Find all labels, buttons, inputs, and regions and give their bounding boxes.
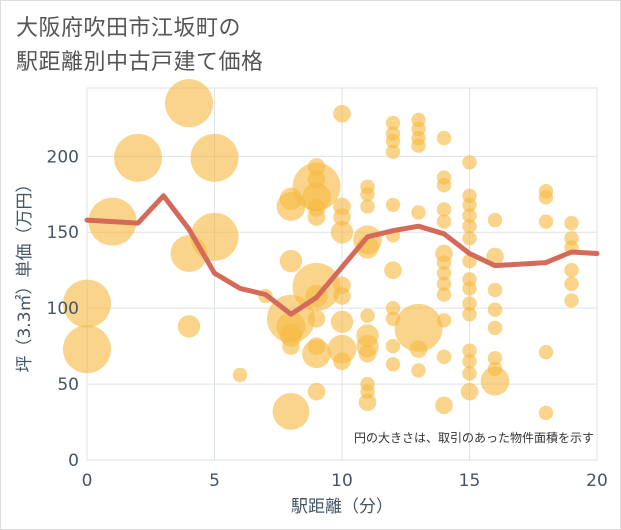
chart-title-line-2: 駅距離別中古戸建て価格 (16, 50, 264, 75)
bubble-point-77 (436, 255, 452, 270)
bubble-point-79 (436, 276, 452, 292)
y-tick-label-3: 150 (47, 223, 79, 243)
bubble-point-33 (333, 208, 351, 226)
bubble-point-8 (190, 212, 239, 261)
bubble-point-117 (564, 293, 579, 308)
bubble-point-36 (333, 287, 351, 305)
x-tick-label-1: 5 (209, 471, 220, 491)
bubble-point-13 (279, 249, 303, 273)
bubble-point-61 (385, 338, 401, 354)
y-tick-label-1: 50 (57, 375, 79, 395)
bubble-point-9 (232, 367, 248, 383)
bubble-point-87 (462, 208, 477, 223)
bubble-point-104 (487, 351, 503, 366)
x-tick-label-3: 15 (459, 471, 481, 491)
y-tick-label-4: 200 (47, 147, 79, 167)
y-tick-label-2: 100 (47, 299, 79, 319)
bubble-point-70 (411, 363, 426, 378)
bubble-point-106 (480, 366, 510, 396)
bubble-point-34 (330, 221, 354, 244)
bubble-point-82 (436, 349, 452, 364)
bubble-point-42 (360, 199, 375, 214)
bubble-point-67 (411, 205, 426, 220)
bubble-point-112 (564, 215, 579, 231)
bubble-point-94 (462, 307, 477, 322)
bubble-point-18 (272, 393, 310, 430)
bubble-point-115 (564, 263, 579, 278)
bubble-point-45 (360, 308, 375, 323)
bubble-point-84 (462, 155, 477, 170)
bubble-point-97 (462, 366, 477, 381)
bubble-point-66 (411, 138, 426, 153)
bubble-point-89 (462, 231, 477, 246)
bubble-point-102 (487, 302, 503, 317)
bubble-point-86 (462, 197, 477, 213)
bubble-point-108 (538, 190, 554, 205)
x-tick-label-2: 10 (331, 471, 353, 491)
bubble-point-93 (462, 296, 477, 311)
y-tick-labels: 0 50 100 150 200 (47, 147, 79, 471)
bubble-layer (63, 79, 579, 430)
bubble-point-109 (538, 214, 554, 229)
bubble-point-95 (462, 343, 477, 358)
bubble-point-51 (358, 393, 377, 412)
bubble-point-52 (385, 115, 401, 131)
bubble-point-68 (394, 303, 443, 352)
bubble-point-37 (330, 310, 354, 334)
x-tick-label-4: 20 (586, 471, 608, 491)
x-tick-label-0: 0 (82, 471, 93, 491)
y-axis-title: 坪（3.3㎡）単価（万円） (15, 175, 35, 372)
chart-title: 大阪府吹田市江坂町の 駅距離別中古戸建て価格 (16, 12, 264, 80)
bubble-point-73 (436, 177, 452, 193)
bubble-size-note: 円の大きさは、取引のあった物件面積を示す (354, 430, 594, 445)
bubble-point-24 (307, 208, 326, 226)
bubble-point-101 (487, 282, 503, 298)
bubble-point-62 (385, 357, 401, 372)
bubble-point-59 (385, 300, 401, 316)
bubble-point-78 (436, 266, 452, 281)
bubble-point-17 (282, 337, 300, 355)
bubble-point-71 (436, 130, 452, 146)
bubble-point-88 (462, 218, 477, 234)
bubble-point-74 (436, 202, 452, 217)
average-price-line (84, 193, 600, 317)
bubble-point-96 (462, 354, 477, 369)
bubble-point-81 (436, 313, 452, 328)
bubble-point-7 (190, 133, 239, 182)
bubble-point-29 (302, 339, 331, 369)
x-tick-labels: 0 5 10 15 20 (82, 471, 608, 491)
bubble-point-83 (435, 396, 453, 415)
bubble-point-39 (333, 352, 351, 371)
bubble-point-116 (564, 276, 579, 292)
bubble-point-69 (409, 340, 428, 358)
bubble-point-98 (460, 382, 479, 401)
bubble-point-99 (487, 212, 503, 228)
chart-title-line-1: 大阪府吹田市江坂町の (16, 16, 242, 41)
bubble-point-6 (177, 315, 201, 338)
bubble-point-30 (307, 382, 326, 401)
bubble-point-54 (385, 133, 401, 149)
bubble-point-1 (63, 325, 111, 374)
bubble-point-41 (360, 187, 375, 202)
bubble-point-48 (358, 344, 377, 363)
bubble-point-3 (114, 133, 162, 182)
bubble-point-92 (462, 281, 477, 296)
bubble-point-4 (165, 79, 213, 128)
bubble-point-0 (63, 279, 111, 328)
bubble-point-31 (333, 105, 351, 123)
bubble-point-58 (384, 261, 402, 280)
bubble-point-103 (487, 320, 503, 336)
bubble-point-75 (436, 214, 452, 229)
x-axis-title: 駅距離（分） (291, 497, 393, 517)
bubble-point-55 (385, 144, 401, 159)
bubble-point-80 (436, 287, 452, 302)
bubble-point-111 (538, 405, 554, 421)
y-tick-label-0: 0 (68, 451, 79, 471)
bubble-point-56 (385, 197, 401, 213)
bubble-point-27 (307, 309, 326, 328)
bubble-point-110 (538, 344, 554, 360)
